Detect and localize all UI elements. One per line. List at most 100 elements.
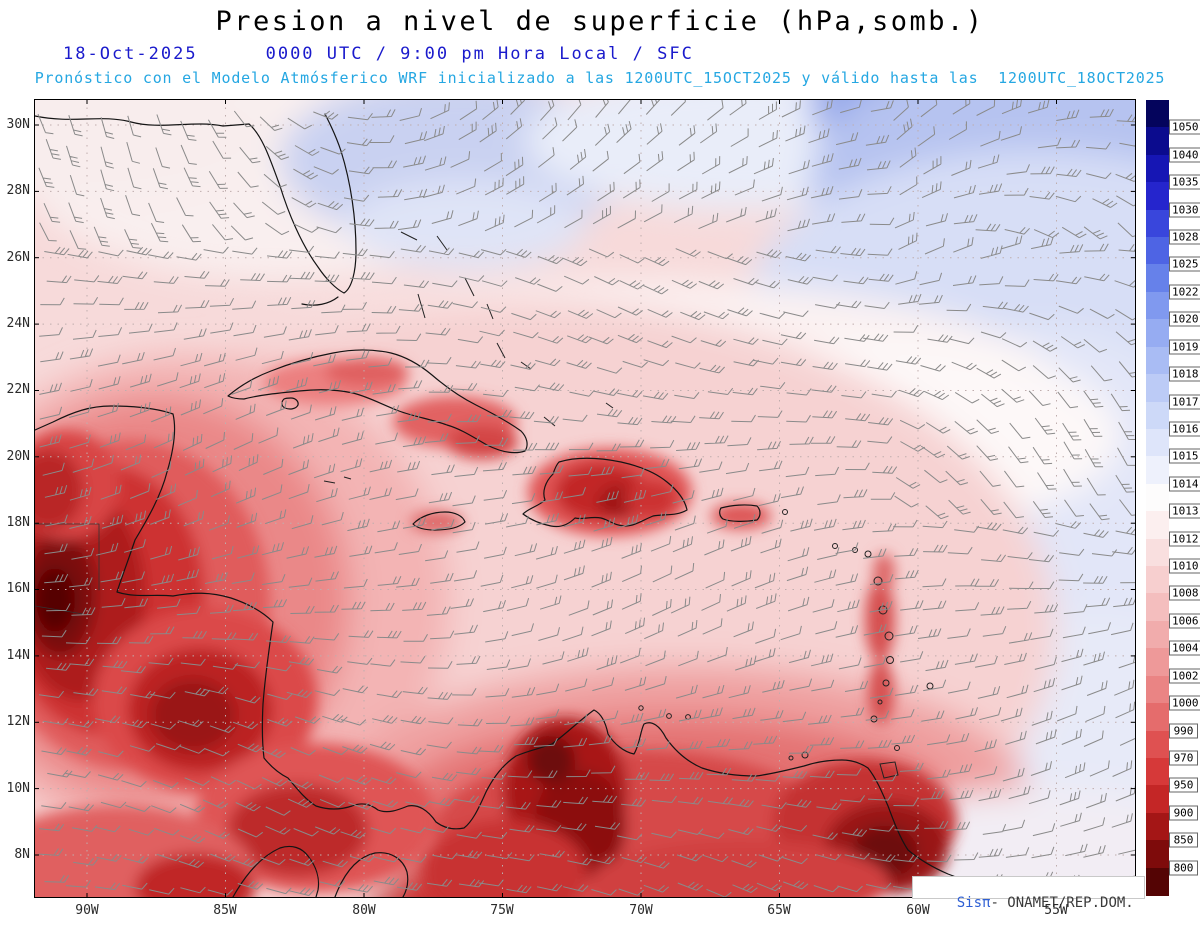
lon-axis-label: 60W	[906, 903, 930, 918]
colorbar-tick-label: 970	[1169, 750, 1198, 766]
watermark-brand: Sisπ	[956, 895, 991, 911]
florida-coastline	[248, 113, 357, 294]
lat-axis-label: 22N	[6, 382, 30, 397]
colorbar-tick-label: 1030	[1169, 202, 1200, 218]
colorbar-tick-label: 1025	[1169, 256, 1200, 272]
colorbar-tick-label: 990	[1169, 723, 1198, 739]
colorbar-segment	[1146, 511, 1169, 540]
colorbar-segment	[1146, 401, 1169, 430]
lon-axis-label: 70W	[629, 903, 653, 918]
valid-time-label: 0000 UTC / 9:00 pm Hora Local / SFC	[265, 44, 694, 64]
colorbar-tick-label: 1010	[1169, 558, 1200, 574]
date-line: 18-Oct-2025 0000 UTC / 9:00 pm Hora Loca…	[63, 44, 694, 64]
panama-pacific-coast	[334, 852, 409, 897]
colorbar-tick-label: 1006	[1169, 613, 1200, 629]
lat-axis-label: 10N	[6, 781, 30, 796]
colorbar-segment	[1146, 182, 1169, 211]
colorbar-tick-label: 1040	[1169, 147, 1200, 163]
colorbar-segment	[1146, 237, 1169, 266]
gulf-coastline	[35, 115, 250, 127]
colorbar-segment	[1146, 730, 1169, 759]
colorbar-segment	[1146, 264, 1169, 293]
lat-axis-label: 14N	[6, 648, 30, 663]
colorbar-segment	[1146, 428, 1169, 457]
page-title: Presion a nivel de superficie (hPa,somb.…	[215, 6, 985, 37]
colorbar-tick-label: 1019	[1169, 339, 1200, 355]
colorbar-tick-label: 850	[1169, 832, 1198, 848]
colorbar-segment	[1146, 319, 1169, 348]
lat-axis-label: 8N	[14, 847, 30, 862]
colorbar-tick-label: 1002	[1169, 668, 1200, 684]
colorbar-tick-label: 900	[1169, 805, 1198, 821]
colorbar-tick-label: 1000	[1169, 695, 1200, 711]
colorbar-segment	[1146, 154, 1169, 183]
colorbar-segment	[1146, 703, 1169, 732]
date-label: 18-Oct-2025	[63, 44, 198, 64]
isla-juventud	[281, 397, 299, 410]
lat-axis-label: 28N	[6, 183, 30, 198]
colorbar-segment	[1146, 374, 1169, 403]
colorbar-segment	[1146, 620, 1169, 649]
cuba-coastline	[227, 349, 528, 454]
colorbar-segment	[1146, 812, 1169, 841]
watermark: Sisπ- ONAMET/REP.DOM.	[912, 876, 1145, 911]
colorbar-tick-label: 1050	[1169, 119, 1200, 135]
colorbar-segment	[1146, 675, 1169, 704]
puerto-rico-coastline	[719, 504, 761, 522]
colorbar-tick-label: 800	[1169, 860, 1198, 876]
central-south-america-coastline	[35, 405, 1006, 897]
lon-axis-label: 80W	[352, 903, 376, 918]
colorbar-segment	[1146, 209, 1169, 238]
colorbar-tick-label: 1004	[1169, 640, 1200, 656]
colorbar-segment	[1146, 785, 1169, 814]
forecast-note: Pronóstico con el Modelo Atmósferico WRF…	[34, 69, 1166, 87]
wind-barbs	[37, 100, 1135, 897]
colorbar-tick-label: 1020	[1169, 311, 1200, 327]
colorbar-segment	[1146, 483, 1169, 512]
watermark-text: - ONAMET/REP.DOM.	[990, 895, 1134, 911]
colorbar-tick-label: 1015	[1169, 448, 1200, 464]
lat-axis-label: 12N	[6, 714, 30, 729]
colorbar-segment	[1146, 346, 1169, 375]
small-islands	[323, 231, 934, 779]
lon-axis-label: 85W	[213, 903, 237, 918]
colorbar-segment	[1146, 538, 1169, 567]
costa-rica-pacific-coast	[232, 845, 320, 897]
map-area	[34, 99, 1136, 898]
lat-axis-label: 20N	[6, 449, 30, 464]
lon-axis-label: 55W	[1044, 903, 1068, 918]
florida-keys	[301, 296, 339, 306]
axis-ticks	[35, 100, 1135, 897]
lat-axis-label: 30N	[6, 117, 30, 132]
colorbar-segment	[1146, 648, 1169, 677]
lat-axis-label: 24N	[6, 316, 30, 331]
colorbar-segment	[1146, 100, 1169, 128]
lat-axis-label: 16N	[6, 581, 30, 596]
lat-axis-label: 18N	[6, 515, 30, 530]
trinidad-coastline	[879, 761, 899, 779]
colorbar-tick-label: 1012	[1169, 531, 1200, 547]
lon-axis-label: 75W	[490, 903, 514, 918]
colorbar-tick-label: 1028	[1169, 229, 1200, 245]
lat-axis-label: 26N	[6, 250, 30, 265]
colorbar-tick-label: 1014	[1169, 476, 1200, 492]
colorbar-segment	[1146, 566, 1169, 595]
jamaica-coastline	[412, 511, 466, 531]
lon-axis-label: 65W	[767, 903, 791, 918]
bahamas-islands	[400, 231, 614, 427]
colorbar-segment	[1146, 127, 1169, 156]
colorbar-tick-label: 950	[1169, 777, 1198, 793]
colorbar-tick-label: 1022	[1169, 284, 1200, 300]
colorbar-segment	[1146, 593, 1169, 622]
colorbar-tick-label: 1017	[1169, 394, 1200, 410]
cayman-islands	[323, 476, 352, 484]
colorbar-segment	[1146, 456, 1169, 485]
hispaniola-coastline	[522, 457, 688, 528]
colorbar-tick-label: 1008	[1169, 585, 1200, 601]
pressure-map	[35, 100, 1135, 897]
coastlines	[35, 113, 1006, 897]
colorbar-tick-label: 1016	[1169, 421, 1200, 437]
lon-axis-label: 90W	[75, 903, 99, 918]
colorbar-segment	[1146, 291, 1169, 320]
